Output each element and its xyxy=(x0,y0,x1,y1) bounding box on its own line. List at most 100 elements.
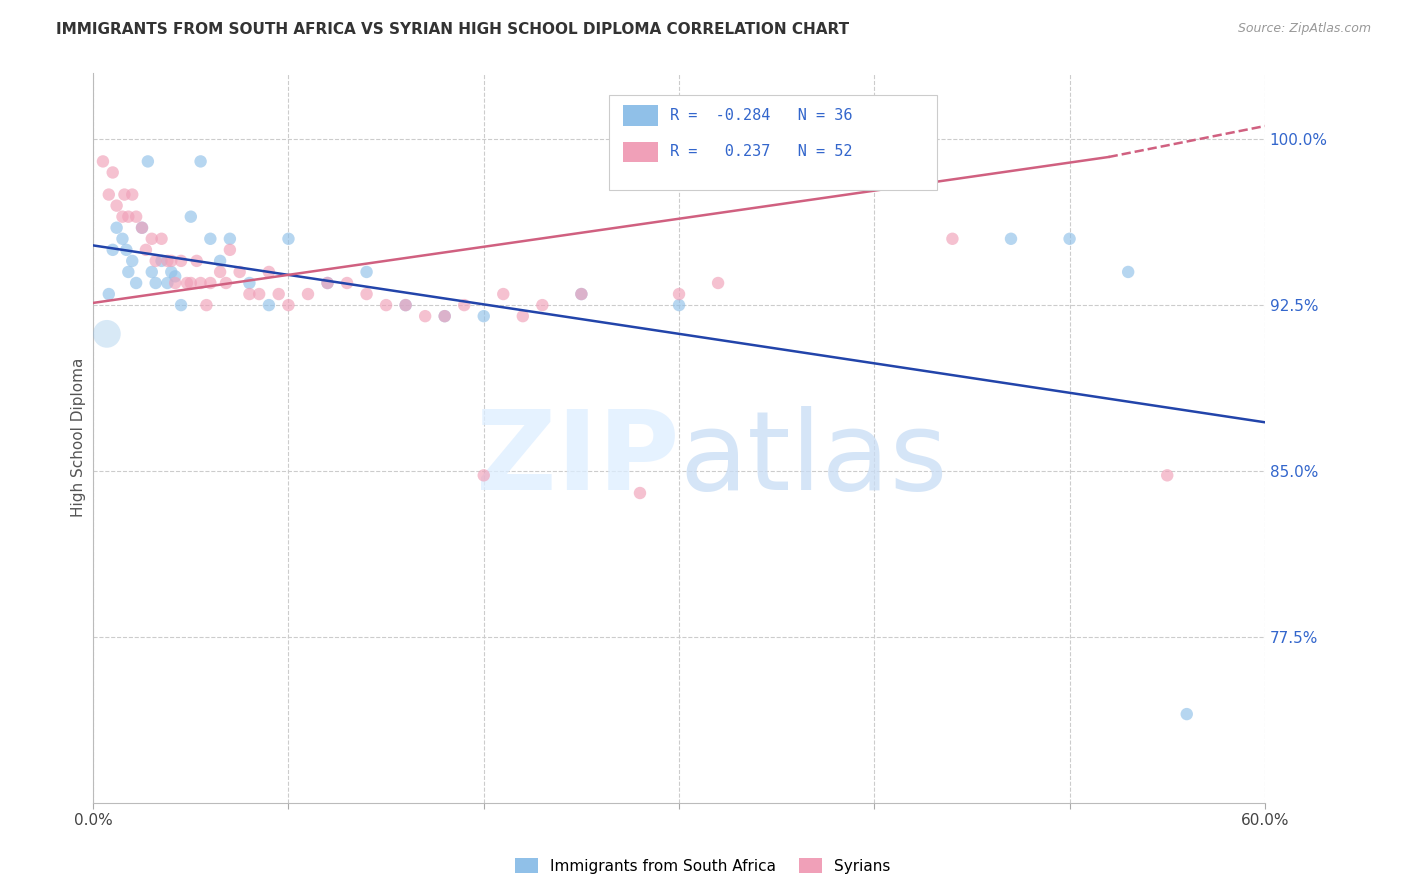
Point xyxy=(190,154,212,169)
Point xyxy=(145,253,167,268)
Point xyxy=(267,287,290,301)
Point xyxy=(112,187,135,202)
Point xyxy=(218,243,240,257)
Point xyxy=(316,276,339,290)
Point xyxy=(111,232,134,246)
Point xyxy=(472,468,495,483)
Point xyxy=(170,298,193,312)
Bar xyxy=(623,105,658,126)
Point xyxy=(512,309,534,323)
Point xyxy=(1116,265,1139,279)
Point xyxy=(101,243,124,257)
Point xyxy=(131,220,153,235)
Point xyxy=(395,298,418,312)
Point xyxy=(121,187,143,202)
Point xyxy=(156,276,179,290)
Point xyxy=(531,298,554,312)
Point xyxy=(150,253,173,268)
Point xyxy=(433,309,456,323)
Point xyxy=(125,210,148,224)
Point xyxy=(209,265,232,279)
Point xyxy=(165,269,187,284)
Bar xyxy=(623,142,658,162)
Point xyxy=(336,276,359,290)
Point xyxy=(297,287,319,301)
Text: ZIP: ZIP xyxy=(475,406,679,513)
Text: R =  -0.284   N = 36: R = -0.284 N = 36 xyxy=(669,108,852,123)
Text: IMMIGRANTS FROM SOUTH AFRICA VS SYRIAN HIGH SCHOOL DIPLOMA CORRELATION CHART: IMMIGRANTS FROM SOUTH AFRICA VS SYRIAN H… xyxy=(56,22,849,37)
Point xyxy=(145,276,167,290)
Point xyxy=(247,287,270,301)
Point xyxy=(571,287,593,301)
Point xyxy=(141,265,163,279)
Text: R =   0.237   N = 52: R = 0.237 N = 52 xyxy=(669,145,852,160)
Point xyxy=(131,220,153,235)
Point xyxy=(165,276,187,290)
Point xyxy=(160,253,183,268)
Point xyxy=(115,243,138,257)
Point xyxy=(1175,707,1198,722)
Point xyxy=(668,287,690,301)
Point xyxy=(277,232,299,246)
Point xyxy=(395,298,418,312)
Point xyxy=(176,276,198,290)
Point xyxy=(135,243,157,257)
Point xyxy=(238,276,260,290)
Point xyxy=(433,309,456,323)
Point xyxy=(121,253,143,268)
Point xyxy=(195,298,218,312)
Point xyxy=(91,154,114,169)
Point xyxy=(200,232,222,246)
Point xyxy=(628,486,651,500)
Point xyxy=(375,298,398,312)
Point xyxy=(277,298,299,312)
Point xyxy=(117,265,139,279)
Point xyxy=(492,287,515,301)
Point xyxy=(160,265,183,279)
Point xyxy=(356,287,378,301)
Point xyxy=(97,287,120,301)
Point xyxy=(156,253,179,268)
Point xyxy=(215,276,238,290)
Point xyxy=(571,287,593,301)
Point xyxy=(453,298,475,312)
Point xyxy=(141,232,163,246)
Point xyxy=(257,298,280,312)
Text: atlas: atlas xyxy=(679,406,948,513)
Point xyxy=(186,253,208,268)
Point xyxy=(413,309,436,323)
Point xyxy=(257,265,280,279)
Point xyxy=(97,187,120,202)
Point xyxy=(238,287,260,301)
Point xyxy=(190,276,212,290)
Point xyxy=(125,276,148,290)
Bar xyxy=(609,95,936,190)
Legend: Immigrants from South Africa, Syrians: Immigrants from South Africa, Syrians xyxy=(509,852,897,880)
Point xyxy=(96,326,118,341)
Point xyxy=(117,210,139,224)
Point xyxy=(1059,232,1081,246)
Point xyxy=(1000,232,1022,246)
Point xyxy=(150,232,173,246)
Point xyxy=(356,265,378,279)
Point xyxy=(105,220,128,235)
Point xyxy=(941,232,963,246)
Point xyxy=(209,253,232,268)
Y-axis label: High School Diploma: High School Diploma xyxy=(72,358,86,517)
Text: Source: ZipAtlas.com: Source: ZipAtlas.com xyxy=(1237,22,1371,36)
Point xyxy=(472,309,495,323)
Point xyxy=(228,265,250,279)
Point xyxy=(136,154,159,169)
Point xyxy=(707,276,730,290)
Point xyxy=(200,276,222,290)
Point xyxy=(668,298,690,312)
Point xyxy=(180,210,202,224)
Point xyxy=(105,199,128,213)
Point xyxy=(101,165,124,179)
Point xyxy=(111,210,134,224)
Point xyxy=(180,276,202,290)
Point xyxy=(316,276,339,290)
Point xyxy=(218,232,240,246)
Point xyxy=(1156,468,1178,483)
Point xyxy=(170,253,193,268)
